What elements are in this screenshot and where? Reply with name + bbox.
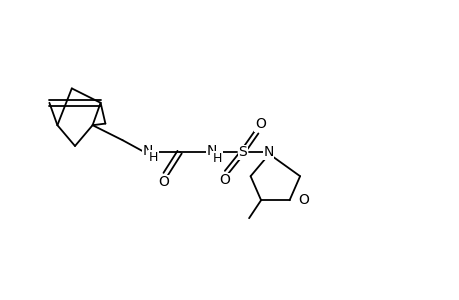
Text: O: O [218,173,230,187]
Text: H: H [213,152,222,165]
Text: O: O [297,193,308,207]
Text: H: H [149,151,158,164]
Text: S: S [238,145,246,159]
Text: O: O [158,175,168,189]
Text: N: N [263,145,273,159]
Text: N: N [206,144,216,158]
Text: O: O [255,117,265,131]
Text: N: N [142,144,152,158]
